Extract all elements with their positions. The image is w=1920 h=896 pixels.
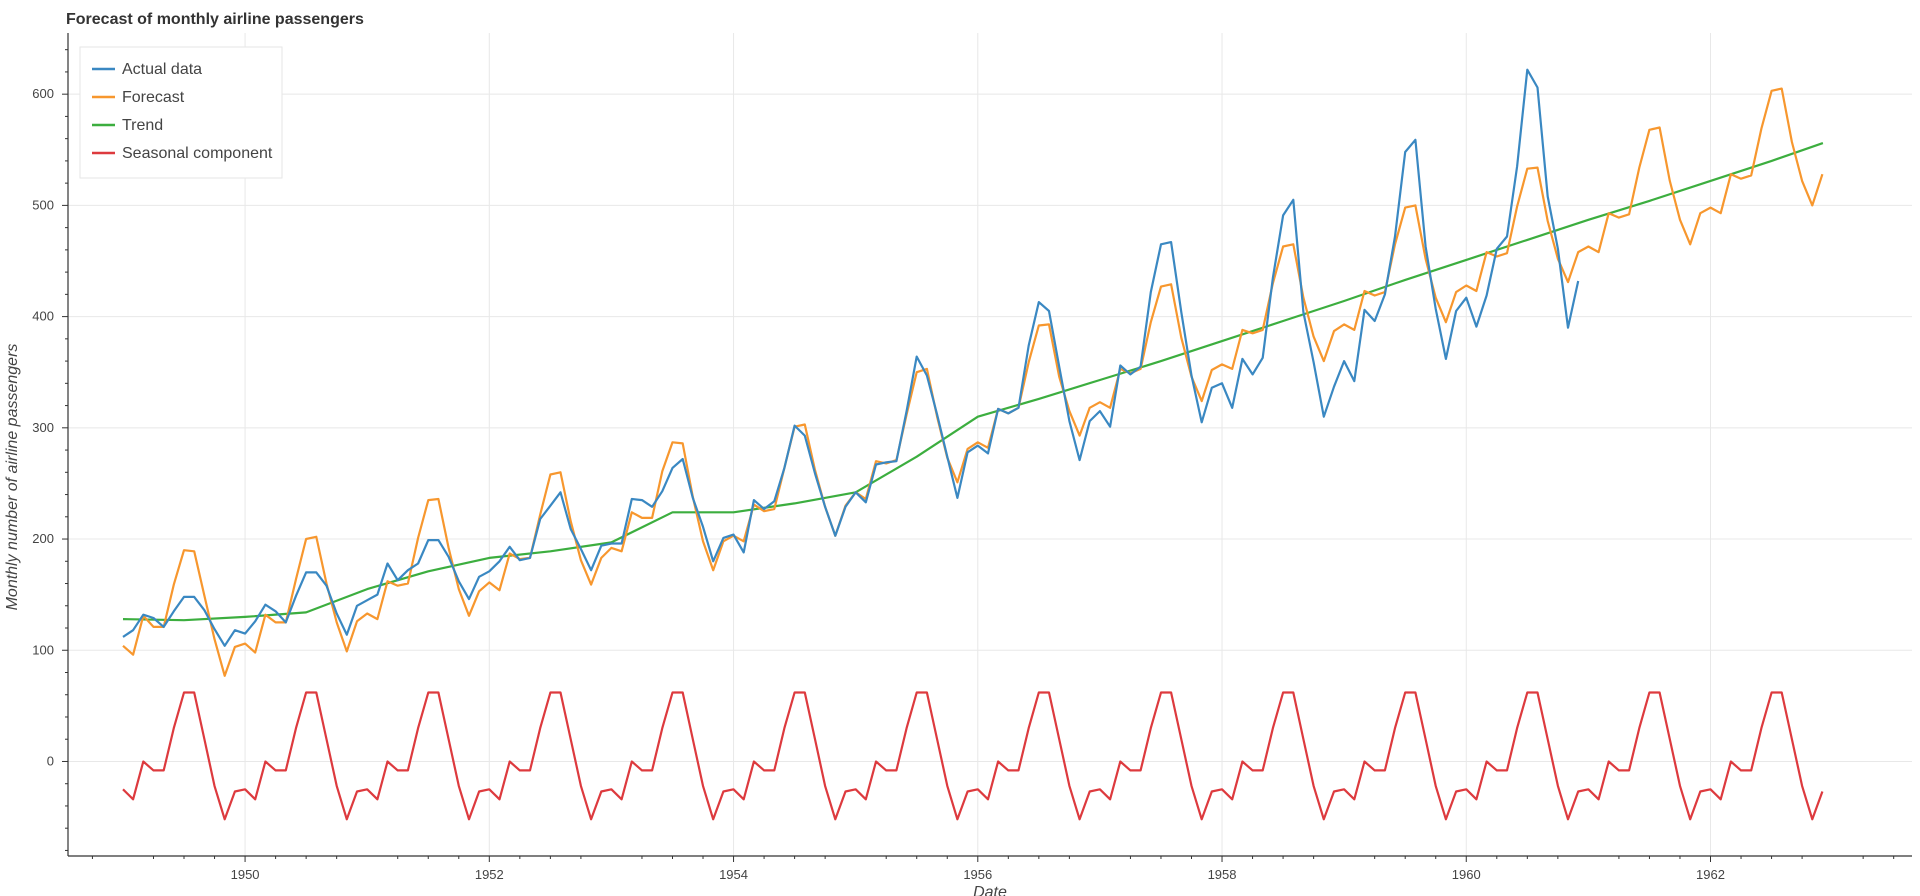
x-tick-label: 1952 <box>475 867 504 882</box>
y-axis-ticks: 0 100 200 300 400 500 600 <box>32 86 54 768</box>
legend: Actual data Forecast Trend Seasonal compone… <box>79 46 283 179</box>
y-tick-label: 500 <box>32 197 54 212</box>
x-tick-label: 1950 <box>231 867 260 882</box>
y-tick-label: 600 <box>32 86 54 101</box>
x-tick-label: 1958 <box>1208 867 1237 882</box>
x-tick-label: 1960 <box>1452 867 1481 882</box>
y-tick-label: 200 <box>32 531 54 546</box>
y-tick-label: 300 <box>32 420 54 435</box>
x-axis-ticks: 1950 1952 1954 1956 1958 1960 1962 <box>231 867 1725 882</box>
series-line-trend <box>122 142 1824 622</box>
y-axis-label: Monthly number of airline passengers <box>4 344 21 611</box>
series-line-forecast <box>122 87 1824 677</box>
x-tick-label: 1956 <box>963 867 992 882</box>
x-tick-label: 1954 <box>719 867 748 882</box>
legend-label-forecast: Forecast <box>122 89 185 106</box>
x-axis-label: Date <box>973 884 1007 896</box>
y-tick-label: 400 <box>32 309 54 324</box>
y-tick-label: 0 <box>47 753 54 768</box>
series-layer <box>122 68 1824 821</box>
legend-label-seasonal-component: Seasonal component <box>122 145 273 162</box>
legend-label-trend: Trend <box>122 117 163 134</box>
grid-lines <box>68 33 1912 856</box>
legend-label-actual-data: Actual data <box>122 61 202 78</box>
x-tick-label: 1962 <box>1696 867 1725 882</box>
y-tick-label: 100 <box>32 642 54 657</box>
chart-title: Forecast of monthly airline passengers <box>66 11 364 28</box>
axes <box>62 33 1912 862</box>
series-line-seasonal-component <box>122 691 1824 821</box>
series-line-actual-data <box>122 68 1580 647</box>
